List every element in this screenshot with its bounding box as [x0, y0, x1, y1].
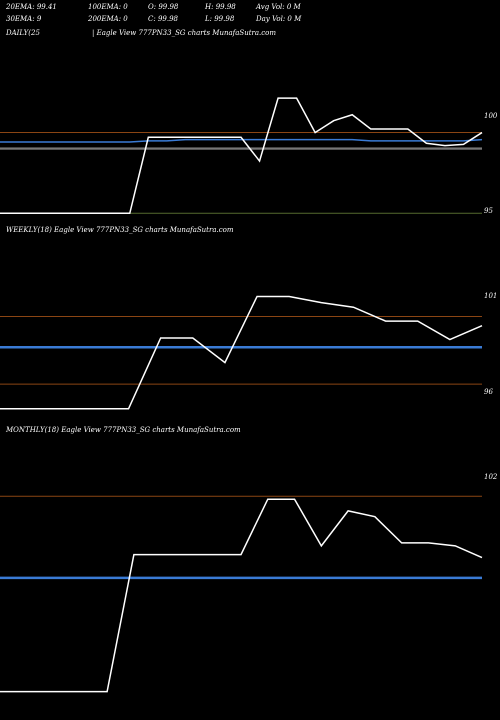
monthly-price-line [0, 498, 483, 693]
monthly-y-tick-0: 102 [484, 473, 498, 481]
stat-ema200: 200EMA: 0 [88, 15, 128, 23]
stat-ema20: 20EMA: 99.41 [6, 3, 57, 11]
daily-y-tick-1: 95 [484, 207, 493, 215]
daily-price-line [0, 97, 483, 215]
stat-close: C: 99.98 [148, 15, 178, 23]
daily-y-tick-0: 100 [484, 112, 498, 120]
stat-low: L: 99.98 [205, 15, 235, 23]
stat-avg-vol: Avg Vol: 0 M [256, 3, 301, 11]
weekly-price-line [0, 295, 483, 410]
monthly-panel-title: MONTHLY(18) Eagle View 777PN33_SG charts… [6, 426, 241, 434]
weekly-panel-title: WEEKLY(18) Eagle View 777PN33_SG charts … [6, 226, 234, 234]
stat-day-vol: Day Vol: 0 M [256, 15, 302, 23]
daily-panel-subtitle: | Eagle View 777PN33_SG charts MunafaSut… [92, 29, 277, 37]
stat-ema100: 100EMA: 0 [88, 3, 128, 11]
daily-panel-title: DAILY(25 [6, 29, 40, 37]
daily-ema-line [0, 138, 483, 143]
stat-high: H: 99.98 [205, 3, 236, 11]
stat-ema30: 30EMA: 9 [6, 15, 42, 23]
weekly-y-tick-1: 96 [484, 388, 493, 396]
stat-open: O: 99.98 [148, 3, 179, 11]
weekly-y-tick-0: 101 [484, 292, 497, 300]
